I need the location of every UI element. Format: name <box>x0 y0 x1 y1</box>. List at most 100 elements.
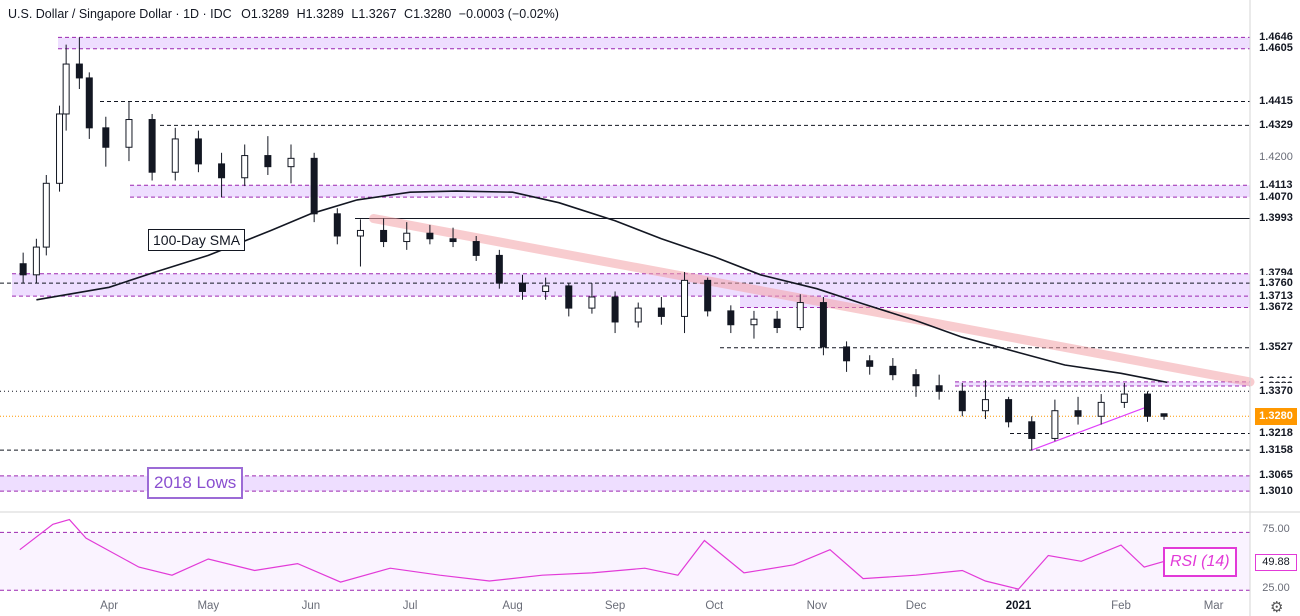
candle-body <box>843 346 851 362</box>
rsi-last-value: 49.88 <box>1255 554 1297 571</box>
candle-body <box>866 360 874 367</box>
candles <box>19 37 1168 451</box>
price-level-label: 1.3158 <box>1255 441 1297 459</box>
candle-body <box>241 155 249 179</box>
candle-body <box>704 279 712 312</box>
rsi-pane <box>0 518 1250 591</box>
candle-body <box>403 232 411 243</box>
x-tick-label: Jun <box>301 600 321 612</box>
price-level-lines <box>0 36 1250 492</box>
gear-icon[interactable]: ⚙ <box>1270 599 1284 616</box>
candle-body <box>495 254 503 284</box>
candle-body <box>472 241 480 256</box>
candle-body <box>773 318 781 329</box>
candle-body <box>1160 413 1168 417</box>
rsi-line <box>19 518 1165 590</box>
descending-trendline <box>369 214 1255 387</box>
ohlc-values: O1.3289 H1.3289 L1.3267 C1.3280 −0.0003 … <box>241 7 563 21</box>
candle-body <box>657 307 665 317</box>
candle-body <box>935 385 943 392</box>
candle-body <box>426 232 434 240</box>
candle-body <box>1120 393 1128 403</box>
candle-body <box>32 246 40 276</box>
price-level-label: 1.3280 <box>1255 407 1297 425</box>
rsi-level-upper: 75.00 <box>1255 521 1297 538</box>
candle-body <box>750 318 758 326</box>
rising-support-line <box>1031 407 1145 451</box>
x-tick-label: Feb <box>1111 600 1131 612</box>
x-tick-label: Dec <box>905 600 927 612</box>
candle-body <box>218 163 226 179</box>
candle-body <box>889 365 897 376</box>
candle-body <box>1028 421 1036 439</box>
x-tick-label: Aug <box>502 600 523 612</box>
sma-series <box>36 190 1168 384</box>
candle-body <box>148 119 156 173</box>
rsi-level-lower: 25.00 <box>1255 580 1297 597</box>
price-zones <box>0 37 1250 492</box>
candle-body <box>681 279 689 317</box>
candle-body <box>518 282 526 292</box>
candle-body <box>42 182 50 248</box>
rsi-annotation: RSI (14) <box>1163 547 1237 577</box>
price-level-label: 1.4329 <box>1255 116 1297 134</box>
x-tick-label: Oct <box>705 600 724 612</box>
zone-band <box>0 475 1250 492</box>
candle-body <box>356 229 364 237</box>
candle-body <box>912 374 920 387</box>
candle-body <box>56 113 64 184</box>
candle-body <box>333 213 341 237</box>
candle-body <box>310 157 318 215</box>
trendlines <box>369 214 1255 451</box>
candle-body <box>287 157 295 168</box>
zone-band <box>955 381 1250 387</box>
candle-body <box>171 138 179 173</box>
candle-body <box>727 310 735 326</box>
price-level-label: 1.3370 <box>1255 382 1297 400</box>
symbol-title: U.S. Dollar / Singapore Dollar · 1D · ID… <box>8 7 232 21</box>
candle-body <box>796 302 804 329</box>
candle-body <box>102 127 110 148</box>
x-tick-label: Jul <box>402 600 418 612</box>
sma-line <box>36 190 1168 384</box>
x-tick-label: 2021 <box>1005 600 1032 612</box>
price-level-label: 1.4605 <box>1255 40 1297 58</box>
candle-body <box>981 399 989 412</box>
low-value: L1.3267 <box>351 7 397 21</box>
candle-body <box>449 238 457 243</box>
price-level-label: 1.3760 <box>1255 274 1297 292</box>
candle-body <box>819 302 827 348</box>
lows-annotation: 2018 Lows <box>147 467 244 499</box>
high-value: H1.3289 <box>296 7 344 21</box>
candle-body <box>19 263 27 276</box>
price-level-label: 1.4415 <box>1255 92 1297 110</box>
zone-band <box>130 185 1250 198</box>
rsi-band <box>0 532 1250 591</box>
close-value: C1.3280 <box>404 7 452 21</box>
candle-body <box>1051 410 1059 439</box>
x-tick-label: Apr <box>100 600 119 612</box>
y-tick-label: 1.4200 <box>1255 149 1297 166</box>
candle-body <box>634 307 642 323</box>
zone-band <box>740 296 1250 308</box>
price-level-label: 1.3065 <box>1255 467 1297 485</box>
candle-body <box>1005 399 1013 423</box>
candle-body <box>542 285 550 292</box>
candle-body <box>588 296 596 309</box>
candle-body <box>125 119 133 148</box>
x-tick-label: Nov <box>806 600 828 612</box>
candle-body <box>958 390 966 412</box>
x-tick-label: Mar <box>1203 600 1224 612</box>
price-level-label: 1.3993 <box>1255 210 1297 228</box>
change-value: −0.0003 (−0.02%) <box>458 7 559 21</box>
candle-body <box>565 285 573 309</box>
zone-band <box>58 37 1250 49</box>
candle-body <box>62 63 70 115</box>
candle-body <box>75 63 83 79</box>
price-level-label: 1.3527 <box>1255 339 1297 357</box>
candle-body <box>264 155 272 168</box>
price-level-label: 1.3010 <box>1255 482 1297 500</box>
candle-body <box>1074 410 1082 417</box>
candle-body <box>194 138 202 165</box>
